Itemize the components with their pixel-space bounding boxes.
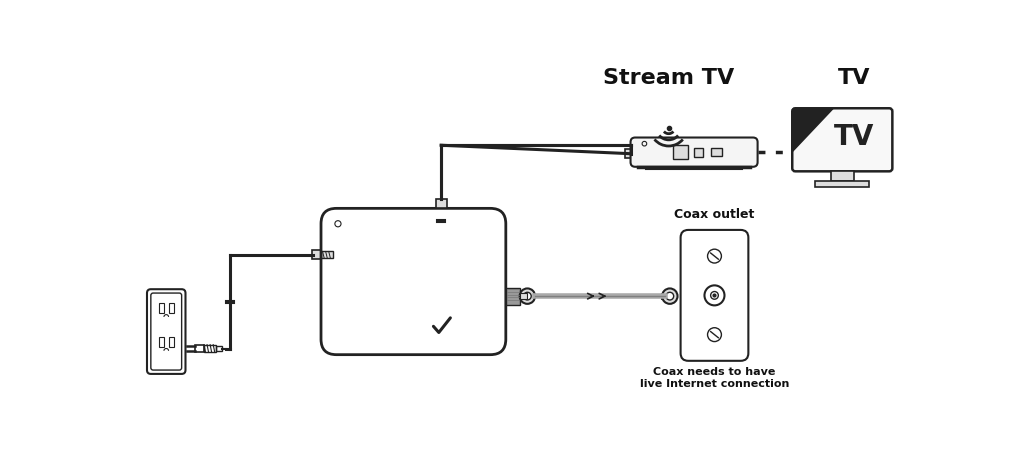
Bar [158, 337, 164, 347]
Polygon shape [792, 108, 834, 153]
Bar [693, 148, 702, 157]
Text: Coax needs to have
live Internet connection: Coax needs to have live Internet connect… [639, 367, 789, 389]
Bar [312, 250, 321, 259]
FancyBboxPatch shape [792, 108, 892, 171]
Bar [216, 346, 222, 351]
Bar [660, 293, 668, 299]
Text: TV: TV [837, 68, 869, 88]
Text: Stream TV: Stream TV [603, 68, 734, 88]
Bar [673, 145, 688, 159]
Bar [625, 149, 635, 158]
Text: TV: TV [834, 123, 873, 151]
FancyBboxPatch shape [630, 138, 757, 167]
Bar [195, 345, 204, 352]
Text: Coax outlet: Coax outlet [674, 207, 754, 221]
Bar [710, 148, 721, 156]
Ellipse shape [523, 292, 531, 300]
Bar [814, 181, 868, 187]
Ellipse shape [665, 292, 673, 300]
Bar [829, 171, 853, 181]
Bar [158, 303, 164, 313]
Bar [321, 251, 332, 258]
Bar [168, 337, 174, 347]
Ellipse shape [661, 289, 677, 304]
Bar [519, 293, 527, 299]
Ellipse shape [519, 289, 535, 304]
Bar [204, 345, 216, 352]
Bar [505, 288, 519, 304]
Bar [435, 199, 446, 208]
Bar [168, 303, 174, 313]
